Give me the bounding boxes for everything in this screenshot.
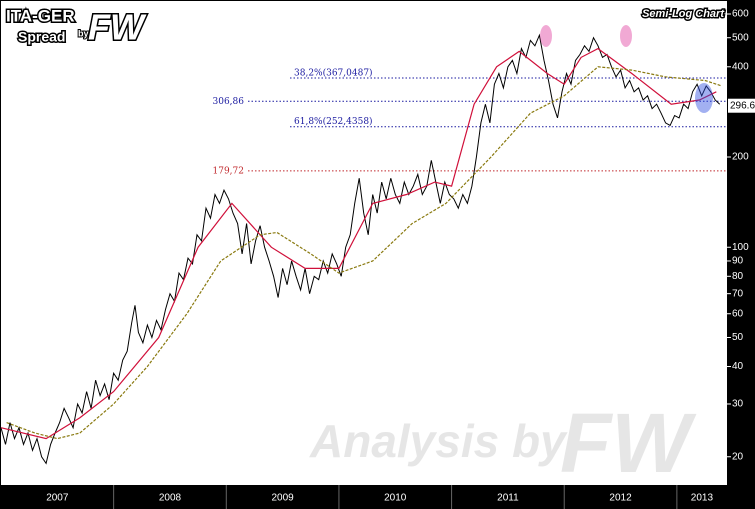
- x-tick-label: 2013: [691, 493, 714, 504]
- highlight: [540, 25, 552, 47]
- y-tick-label: 30: [732, 399, 744, 410]
- last-value-box: [728, 98, 755, 113]
- x-tick-label: 2008: [159, 493, 182, 504]
- plot: 38,2%(367,0487) 306,86 61,8%(252,4358) 179,…: [0, 33, 727, 465]
- highlight: [695, 83, 713, 113]
- y-tick-label: 600: [732, 9, 749, 20]
- y-tick-label: 40: [732, 361, 744, 372]
- watermark-text: Analysis by: [309, 415, 568, 467]
- series-line: [6, 66, 723, 440]
- y-tick-label: 80: [732, 271, 744, 282]
- y-tick-label: 90: [732, 256, 744, 267]
- y-tick-label: 400: [732, 61, 749, 72]
- series-line: [0, 47, 717, 440]
- level-label: 61,8%(252,4358): [294, 116, 373, 127]
- y-tick-label: 50: [732, 332, 744, 343]
- level-label: 179,72: [213, 166, 245, 176]
- x-tick-label: 2011: [497, 493, 519, 504]
- y-tick-label: 500: [732, 32, 749, 43]
- y-tick-label: 20: [732, 451, 744, 462]
- plot-area: [1, 1, 727, 485]
- level-label: 38,2%(367,0487): [294, 67, 373, 78]
- logo: FW: [88, 7, 147, 48]
- subtitle: Spread: [18, 29, 65, 45]
- y-tick-label: 60: [732, 308, 744, 319]
- x-tick-label: 2012: [609, 493, 632, 504]
- x-tick-label: 2007: [46, 493, 69, 504]
- y-tick-label: 70: [732, 288, 744, 299]
- y-tick-label: 200: [732, 152, 749, 163]
- logo-by: by: [78, 28, 89, 38]
- watermark: Analysis by FW: [309, 396, 697, 490]
- scale-label: Semi-Log Chart: [642, 8, 725, 20]
- watermark-logo: FW: [560, 396, 697, 490]
- x-tick-label: 2010: [384, 493, 407, 504]
- level-label: 306,86: [213, 97, 245, 107]
- last-value-label: 296.6: [730, 100, 755, 111]
- highlight: [620, 25, 632, 47]
- y-tick-label: 100: [732, 242, 749, 253]
- x-tick-label: 2009: [271, 493, 294, 504]
- title: ITA-GER: [6, 6, 75, 25]
